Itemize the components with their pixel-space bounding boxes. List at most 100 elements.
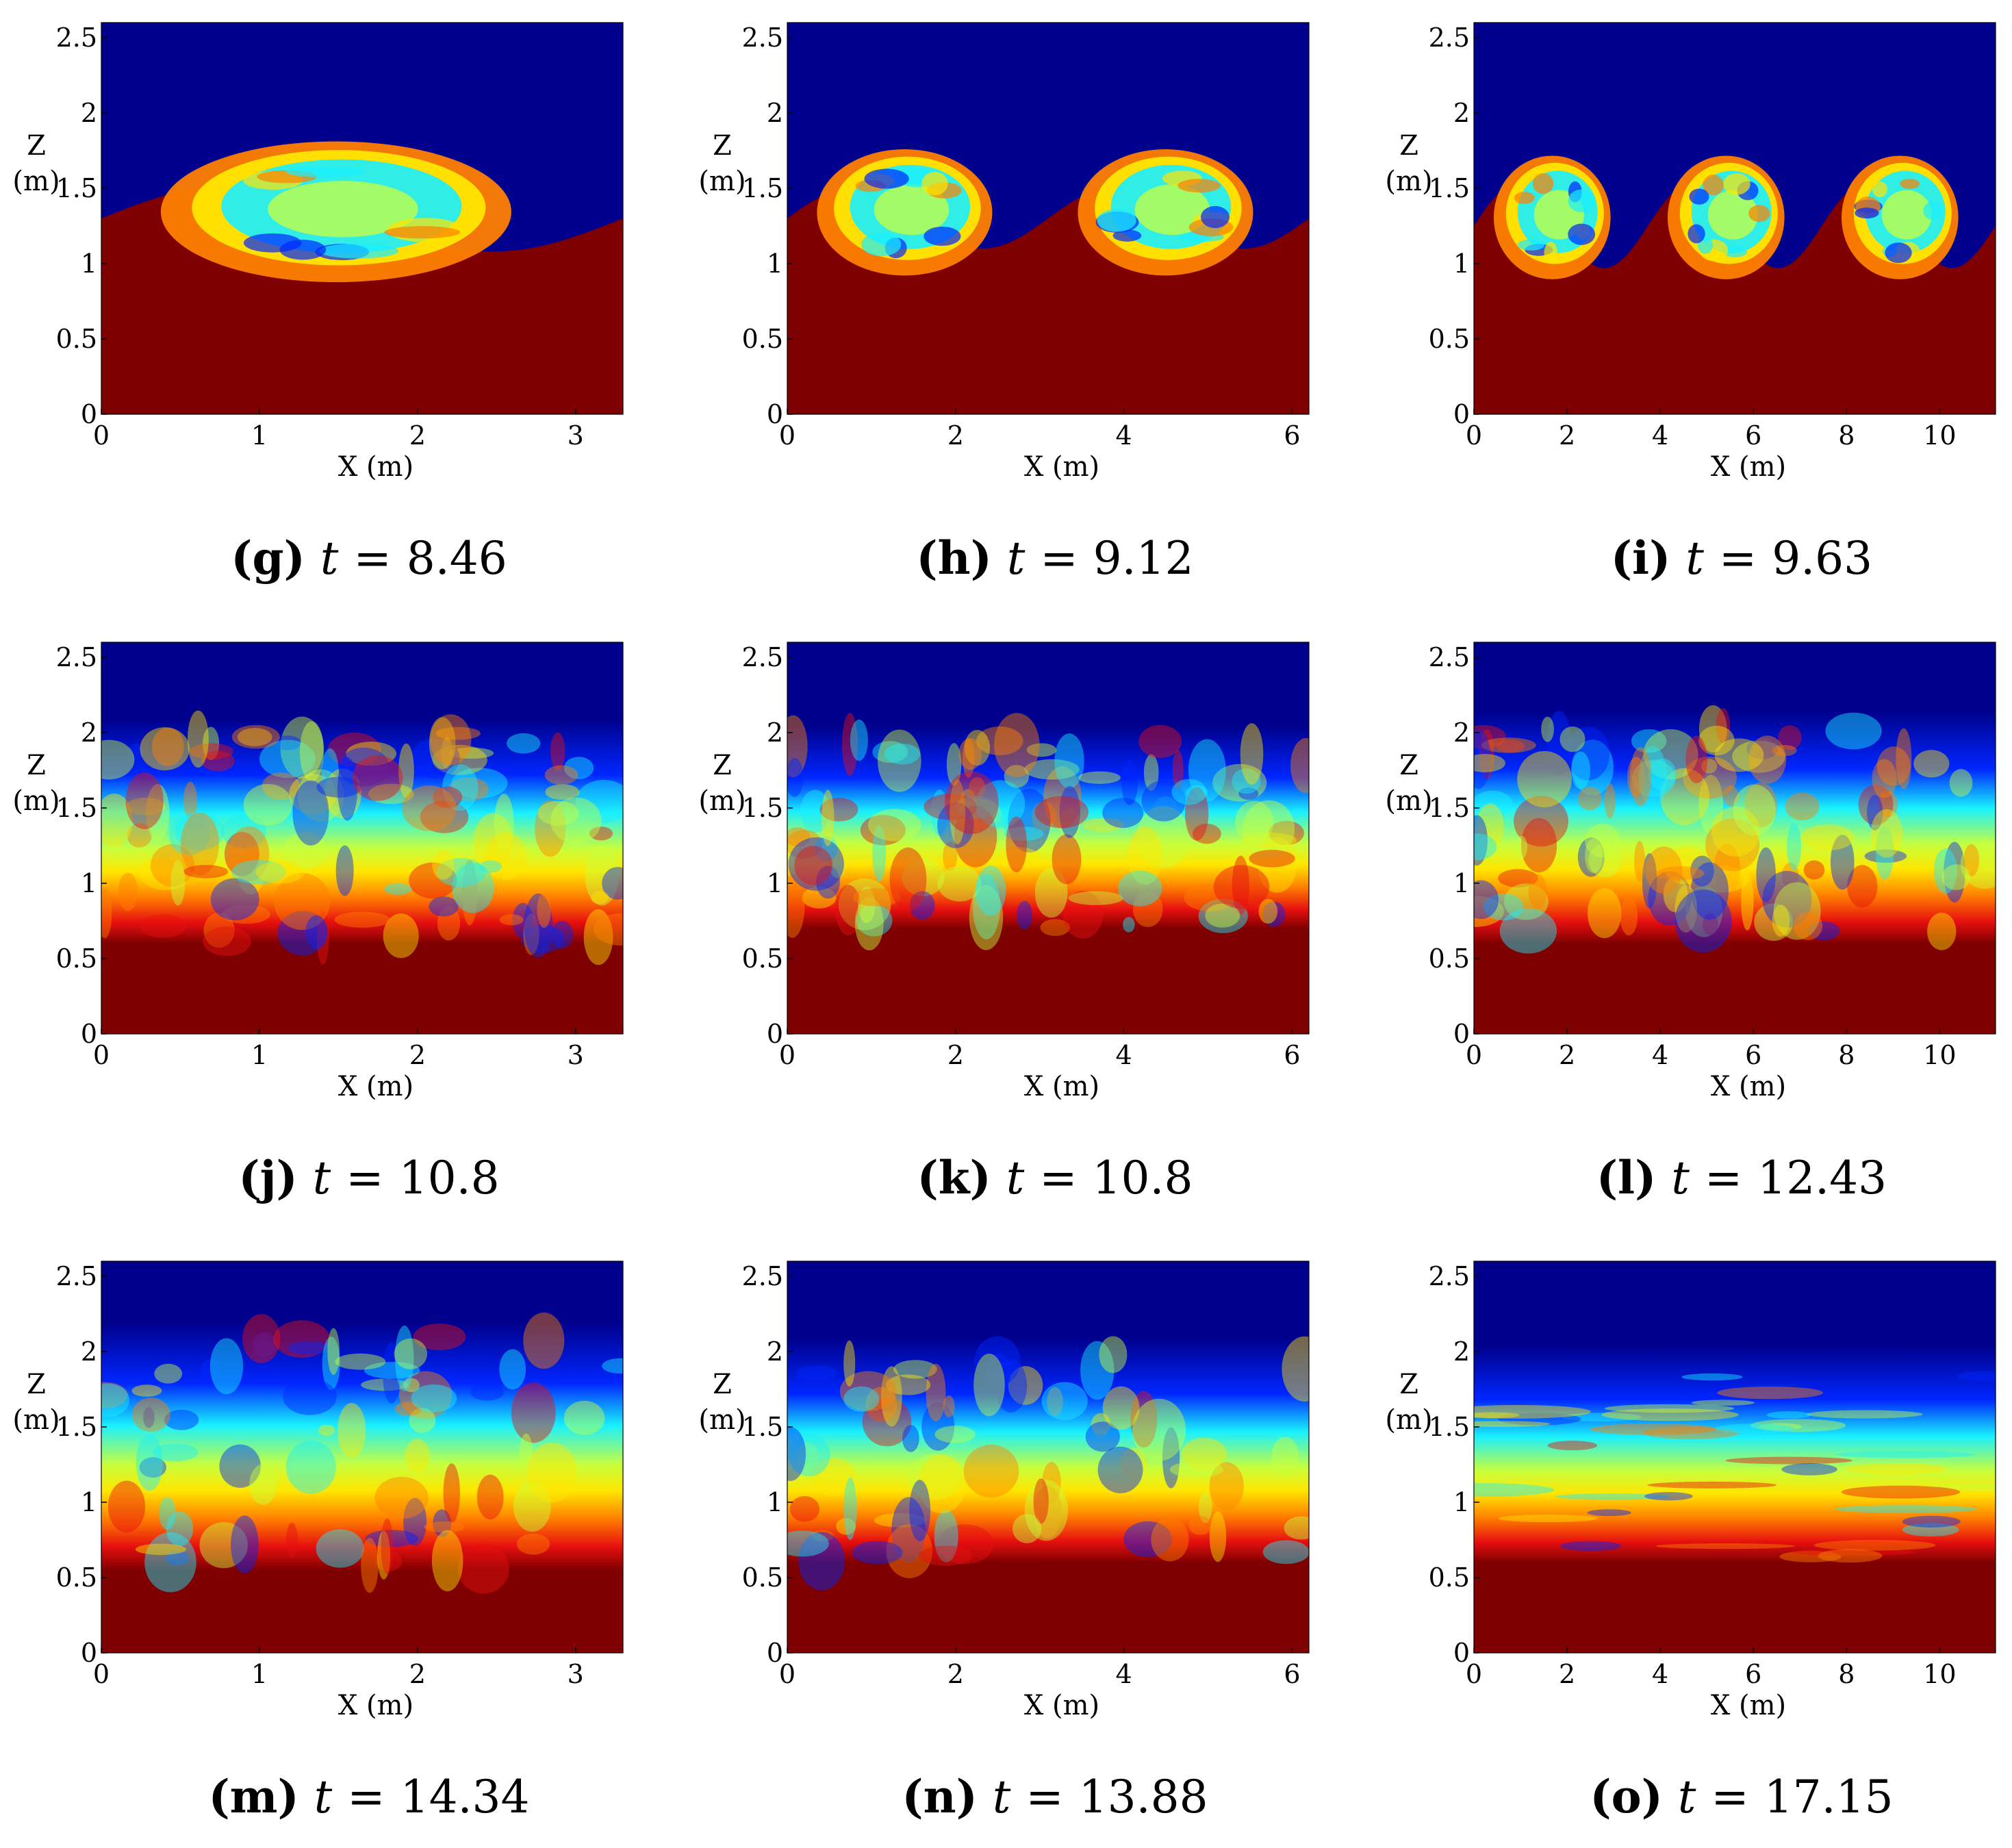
y-tick-label: 2.5 [1429,23,1470,53]
y-tick-label: 1.5 [742,1412,783,1442]
x-tick-label: 3 [568,420,584,451]
caption-equals: = [347,1771,385,1823]
y-tick-label: 0.5 [1429,1562,1470,1593]
plot-frame-k [787,642,1310,1035]
y-tick-label: 2 [81,98,97,128]
plot-frame-h [787,22,1310,415]
x-axis-label: X (m) [338,1690,413,1721]
x-tick-label: 3 [568,1659,584,1689]
y-axis-label-line1: Z [713,130,732,162]
caption-letter: (g) [231,531,305,585]
y-axis-label-line1: Z [1399,130,1418,162]
x-tick-label: 0 [1466,1040,1482,1070]
y-tick-label: 1 [81,868,97,898]
x-tick-label: 2 [409,1040,426,1070]
y-tick-label: 0 [81,1019,97,1049]
caption-letter: (k) [917,1151,991,1204]
heatmap-field-i [1474,23,1996,414]
y-tick-label: 1 [767,249,783,279]
caption-equals: = [353,532,391,585]
caption-value: 9.63 [1772,532,1872,585]
y-axis-label-line2: (m) [1385,1404,1432,1436]
panel-l: 0 0.5 1 1.5 2 2.5 0 2 4 6 8 10 X (m) Z (m) (l) t = 12.43 [1385,642,1996,1204]
x-axis-label: X (m) [338,451,413,483]
x-tick-label: 1 [251,1040,268,1070]
x-axis-label: X (m) [338,1071,413,1102]
caption-equals: = [1705,1152,1742,1204]
caption-equals: = [1719,532,1757,585]
heatmap-field-l [1474,642,1996,1034]
y-tick-label: 1.5 [1429,1412,1470,1442]
y-tick-label: 1 [81,1487,97,1517]
panel-m: 0 0.5 1 1.5 2 2.5 0 1 2 3 X (m) Z (m) (m) t = 14.34 [12,1261,624,1823]
y-tick-label: 0.5 [1429,944,1470,974]
heatmap-field-n [787,1261,1309,1653]
y-tick-label: 2 [767,1337,783,1367]
panel-i: 0 0.5 1 1.5 2 2.5 0 2 4 6 8 10 X (m) Z (m) (i) t = 9.63 [1385,22,1996,585]
caption-letter: (n) [902,1770,977,1823]
y-tick-label: 1.5 [742,173,783,203]
y-tick-label: 1.5 [1429,173,1470,203]
plot-frame-o [1473,1261,1996,1654]
caption-variable: t [313,1152,331,1204]
y-tick-label: 1 [1453,1487,1470,1517]
x-tick-label: 2 [409,420,426,451]
y-axis-label-line1: Z [713,1369,732,1400]
x-tick-label: 6 [1745,1040,1761,1070]
x-tick-label: 10 [1923,1659,1956,1689]
y-tick-label: 0.5 [742,324,783,354]
caption-variable: t [1007,532,1026,585]
x-tick-label: 4 [1652,420,1668,451]
panel-caption: (m) t = 14.34 [208,1770,529,1823]
x-tick-label: 1 [251,1659,268,1689]
panel-n: 0 0.5 1 1.5 2 2.5 0 2 4 6 X (m) Z (m) (n) t = 13.88 [698,1261,1310,1823]
plot-frame-g [101,22,624,415]
caption-variable: t [993,1771,1011,1823]
caption-value: 8.46 [407,532,507,585]
y-tick-label: 0 [1453,1638,1470,1668]
caption-variable: t [1006,1152,1025,1204]
x-tick-label: 8 [1838,1040,1855,1070]
x-tick-label: 1 [251,420,268,451]
x-axis-label: X (m) [1711,1071,1786,1102]
heatmap-field-j [101,642,623,1034]
x-tick-label: 2 [1559,1040,1575,1070]
y-tick-label: 2 [1453,98,1470,128]
x-tick-label: 4 [1116,1040,1132,1070]
y-axis-label-line2: (m) [12,166,60,197]
y-tick-label: 2.5 [56,642,97,672]
y-tick-label: 2 [767,718,783,748]
y-tick-label: 2.5 [56,23,97,53]
x-axis-label: X (m) [1711,451,1786,483]
y-tick-label: 2.5 [56,1261,97,1291]
caption-letter: (h) [916,531,991,585]
y-tick-label: 1.5 [56,1412,97,1442]
x-tick-label: 0 [1466,1659,1482,1689]
panel-caption: (l) t = 12.43 [1596,1151,1887,1204]
x-tick-label: 0 [779,420,795,451]
caption-variable: t [314,1771,333,1823]
plot-frame-m [101,1261,624,1654]
x-tick-label: 4 [1652,1040,1668,1070]
x-tick-label: 6 [1745,1659,1761,1689]
heatmap-field-o [1474,1261,1996,1653]
plot-frame-l [1473,642,1996,1035]
panel-j: 0 0.5 1 1.5 2 2.5 0 1 2 3 X (m) Z (m) (j) t = 10.8 [12,642,624,1204]
caption-variable: t [1671,1152,1690,1204]
y-tick-label: 1 [1453,868,1470,898]
y-axis-label-line1: Z [27,130,46,162]
caption-equals: = [1040,532,1078,585]
y-tick-label: 1.5 [1429,793,1470,823]
y-tick-label: 0.5 [1429,324,1470,354]
x-tick-label: 10 [1923,420,1956,451]
y-axis-label-line2: (m) [698,785,746,817]
y-axis-label-line2: (m) [698,166,746,197]
x-tick-label: 2 [947,1659,964,1689]
y-axis-label-line2: (m) [1385,785,1432,817]
y-tick-label: 1 [1453,249,1470,279]
caption-variable: t [1678,1771,1696,1823]
y-tick-label: 2 [767,98,783,128]
x-tick-label: 10 [1923,1040,1956,1070]
x-tick-label: 0 [93,1040,110,1070]
x-tick-label: 2 [1559,420,1575,451]
